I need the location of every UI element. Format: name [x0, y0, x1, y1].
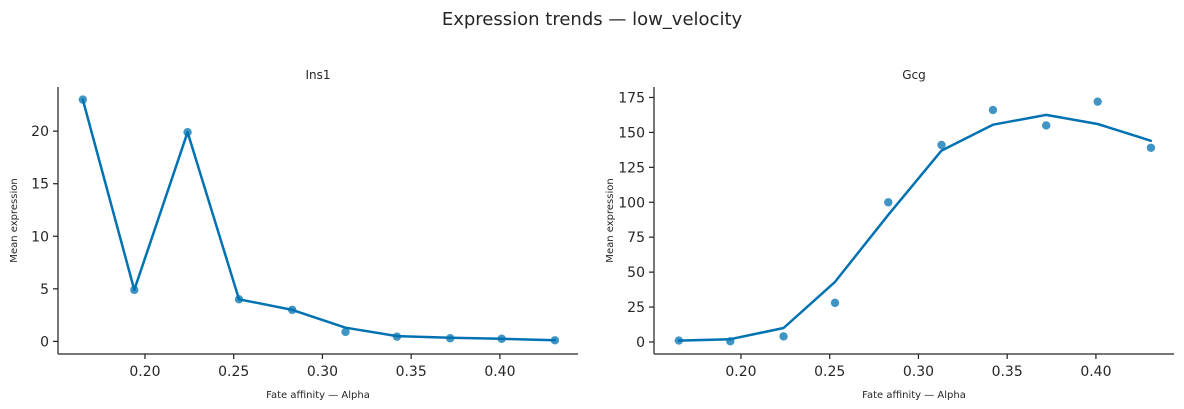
- figure-suptitle: Expression trends — low_velocity: [442, 9, 743, 30]
- data-point: [341, 327, 350, 337]
- data-point: [1042, 121, 1051, 130]
- y-tick-label: 25: [627, 300, 645, 316]
- y-tick-label: 50: [627, 265, 645, 281]
- x-tick-label: 0.20: [725, 364, 756, 380]
- data-point: [830, 298, 840, 308]
- y-tick-label: 0: [40, 334, 49, 350]
- y-tick-label: 20: [31, 124, 49, 140]
- y-tick-label: 5: [40, 282, 49, 298]
- y-tick-label: 175: [618, 90, 645, 106]
- y-axis-label: Mean expression: [605, 178, 616, 262]
- data-point: [1146, 143, 1156, 152]
- panel-title: Gcg: [902, 68, 926, 82]
- y-axis-label: Mean expression: [9, 178, 20, 262]
- y-tick-label: 75: [627, 230, 645, 246]
- data-point: [884, 198, 893, 207]
- x-tick-label: 0.35: [992, 364, 1023, 380]
- y-tick-label: 10: [31, 229, 49, 245]
- x-tick-label: 0.30: [307, 364, 338, 380]
- panel-title: Ins1: [305, 68, 330, 82]
- data-point: [937, 140, 946, 150]
- x-axis-label: Fate affinity — Alpha: [266, 390, 370, 401]
- x-axis-label: Fate affinity — Alpha: [862, 390, 966, 401]
- x-tick-label: 0.25: [814, 364, 845, 380]
- y-tick-label: 15: [31, 177, 49, 193]
- y-tick-label: 100: [618, 195, 645, 211]
- x-tick-label: 0.40: [484, 364, 515, 380]
- trend-line: [677, 113, 1153, 342]
- data-point: [988, 105, 998, 115]
- trend-line: [81, 98, 557, 342]
- x-tick-label: 0.35: [396, 364, 427, 380]
- data-point: [1093, 97, 1102, 106]
- data-point: [779, 332, 788, 341]
- panel-ins1: Ins1 0 5 10 15 20 0.20 0.25 0.30 0.35 0.40 Fate aff…: [9, 68, 578, 401]
- y-tick-label: 125: [618, 160, 645, 176]
- x-tick-label: 0.20: [129, 364, 160, 380]
- x-tick-label: 0.40: [1080, 364, 1111, 380]
- y-tick-label: 150: [618, 125, 645, 141]
- x-tick-label: 0.25: [218, 364, 249, 380]
- x-tick-label: 0.30: [903, 364, 934, 380]
- panel-gcg: Gcg 0 25 50 75 100 125 150 175 0.20 0.25 0.30 0.35 0.…: [605, 68, 1174, 401]
- y-tick-label: 0: [636, 335, 645, 351]
